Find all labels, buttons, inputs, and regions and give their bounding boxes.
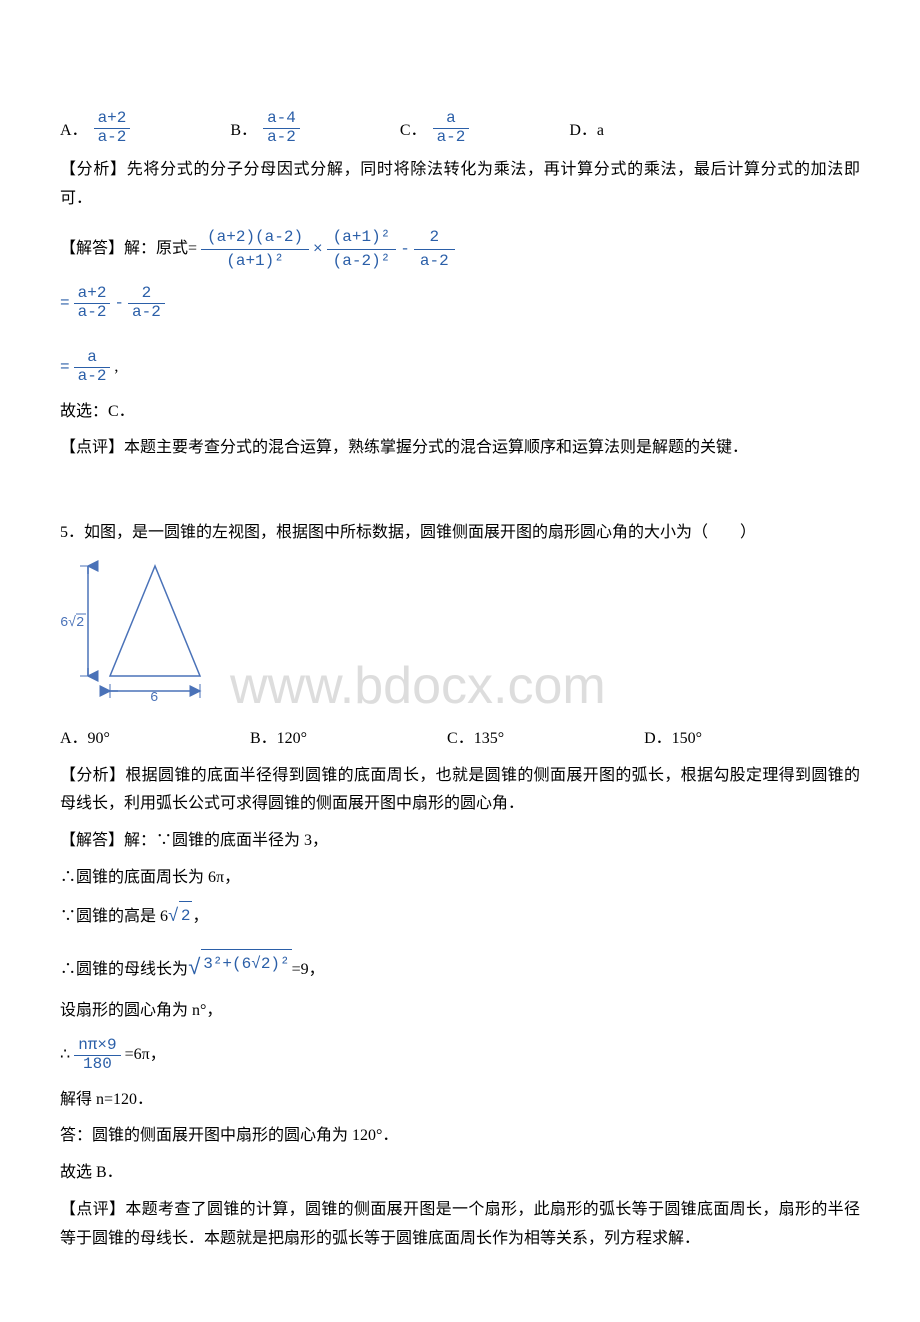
q4-choice: 故选：C． bbox=[60, 398, 860, 427]
q5-line2: ∴圆锥的底面周长为 6π， bbox=[60, 864, 860, 893]
fraction: 2 a-2 bbox=[128, 285, 165, 321]
q5-analysis: 【分析】根据圆锥的底面半径得到圆锥的底面周长，也就是圆锥的侧面展开图的弧长，根据… bbox=[60, 762, 860, 820]
line3-post: ， bbox=[192, 908, 208, 925]
q5-line7: 解得 n=120． bbox=[60, 1086, 860, 1115]
q5-options-row: A．90° B．120° C．135° D．150° bbox=[60, 725, 860, 754]
sqrt-2: √2 bbox=[168, 901, 192, 933]
q5-line4: ∴圆锥的母线长为√3²+(6√2)²=9， bbox=[60, 949, 860, 989]
option-label: D．a bbox=[569, 117, 604, 146]
q4-options-row: A． a+2 a-2 B． a-4 a-2 C． a a-2 D．a bbox=[60, 110, 860, 146]
q4-option-b: B． a-4 a-2 bbox=[230, 110, 300, 146]
comment-text: 本题考查了圆锥的计算，圆锥的侧面展开图是一个扇形，此扇形的弧长等于圆锥底面周长，… bbox=[60, 1201, 860, 1247]
fraction: a+2 a-2 bbox=[74, 285, 111, 321]
comment-label: 【点评】 bbox=[60, 439, 124, 456]
line4-post: =9， bbox=[292, 961, 325, 978]
option-label: A． bbox=[60, 117, 88, 146]
line3-pre: ∵圆锥的高是 6 bbox=[60, 908, 168, 925]
analysis-text: 先将分式的分子分母因式分解，同时将除法转化为乘法，再计算分式的乘法，最后计算分式… bbox=[60, 161, 860, 207]
fraction: a-4 a-2 bbox=[263, 110, 300, 146]
fraction: nπ×9 180 bbox=[74, 1037, 120, 1073]
comment-label: 【点评】 bbox=[60, 1201, 125, 1218]
fraction: (a+1)² (a-2)² bbox=[327, 226, 397, 273]
rhs: =6π， bbox=[125, 1041, 166, 1070]
q5-comment: 【点评】本题考查了圆锥的计算，圆锥的侧面展开图是一个扇形，此扇形的弧长等于圆锥底… bbox=[60, 1196, 860, 1254]
q4-step3: = a a-2 , bbox=[60, 349, 860, 385]
analysis-text: 根据圆锥的底面半径得到圆锥的底面周长，也就是圆锥的侧面展开图的弧长，根据勾股定理… bbox=[60, 767, 860, 813]
triangle-shape bbox=[110, 566, 200, 676]
comma: , bbox=[114, 353, 118, 382]
comment-text: 本题主要考查分式的混合运算，熟练掌握分式的混合运算顺序和运算法则是解题的关键． bbox=[124, 439, 748, 456]
sqrt-expr: √3²+(6√2)² bbox=[188, 949, 292, 989]
q5-option-c: C．135° bbox=[447, 725, 504, 754]
q5-option-a: A．90° bbox=[60, 725, 110, 754]
q5-stem: 5．如图，是一圆锥的左视图，根据图中所标数据，圆锥侧面展开图的扇形圆心角的大小为… bbox=[60, 519, 860, 548]
fraction: a a-2 bbox=[74, 349, 111, 385]
line1: ∵圆锥的底面半径为 3， bbox=[156, 832, 328, 849]
q4-analysis: 【分析】先将分式的分子分母因式分解，同时将除法转化为乘法，再计算分式的乘法，最后… bbox=[60, 156, 860, 214]
analysis-label: 【分析】 bbox=[60, 767, 125, 784]
height-label-2: 2 bbox=[76, 615, 84, 631]
base-label: 6 bbox=[150, 690, 158, 706]
line4-pre: ∴圆锥的母线长为 bbox=[60, 961, 188, 978]
q4-step1: 【解答】解：原式= (a+2)(a-2) (a+1)² × (a+1)² (a-… bbox=[60, 226, 860, 273]
cone-svg: 6 √ 2 6 bbox=[60, 556, 220, 706]
q5-line9: 故选 B． bbox=[60, 1159, 860, 1188]
q4-option-a: A． a+2 a-2 bbox=[60, 110, 130, 146]
q5-line6: ∴ nπ×9 180 =6π， bbox=[60, 1037, 860, 1073]
therefore: ∴ bbox=[60, 1041, 70, 1070]
q5-line5: 设扇形的圆心角为 n°， bbox=[60, 997, 860, 1026]
q4-option-c: C． a a-2 bbox=[400, 110, 470, 146]
q4-comment: 【点评】本题主要考查分式的混合运算，熟练掌握分式的混合运算顺序和运算法则是解题的… bbox=[60, 434, 860, 463]
fraction: a+2 a-2 bbox=[94, 110, 131, 146]
times-sign: × bbox=[313, 235, 323, 264]
equals-sign: = bbox=[60, 289, 70, 318]
cone-figure: 6 √ 2 6 bbox=[60, 556, 860, 717]
fraction: 2 a-2 bbox=[414, 226, 455, 273]
q4-step2: = a+2 a-2 - 2 a-2 bbox=[60, 285, 860, 321]
equals-sign: = bbox=[60, 353, 70, 382]
minus-sign: - bbox=[400, 235, 410, 264]
fraction: (a+2)(a-2) (a+1)² bbox=[201, 226, 309, 273]
answer-label: 【解答】解：原式= bbox=[60, 235, 197, 264]
option-label: B． bbox=[230, 117, 257, 146]
answer-label: 【解答】解： bbox=[60, 832, 156, 849]
minus-sign: - bbox=[114, 289, 124, 318]
q5-line3: ∵圆锥的高是 6√2， bbox=[60, 901, 860, 933]
q5-answer-line1: 【解答】解：∵圆锥的底面半径为 3， bbox=[60, 827, 860, 856]
page-content: A． a+2 a-2 B． a-4 a-2 C． a a-2 D．a 【分析】先… bbox=[60, 110, 860, 1254]
analysis-label: 【分析】 bbox=[60, 161, 127, 178]
q5-line8: 答：圆锥的侧面展开图中扇形的圆心角为 120°． bbox=[60, 1122, 860, 1151]
q4-option-d: D．a bbox=[569, 117, 604, 146]
q5-option-b: B．120° bbox=[250, 725, 307, 754]
fraction: a a-2 bbox=[433, 110, 470, 146]
option-label: C． bbox=[400, 117, 427, 146]
q5-option-d: D．150° bbox=[644, 725, 702, 754]
